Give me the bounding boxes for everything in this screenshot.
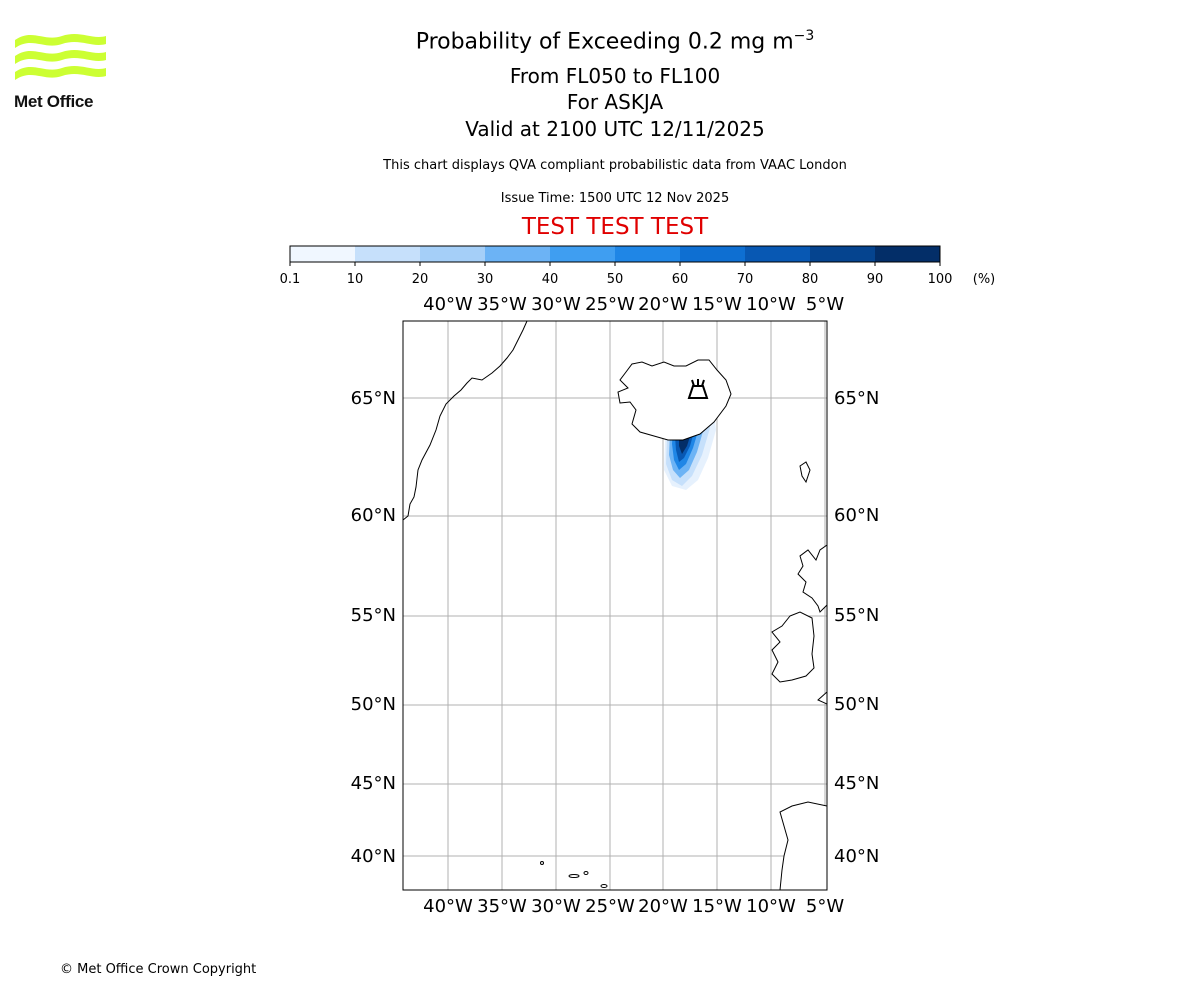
colorbar-swatch (810, 246, 876, 262)
colorbar-swatch (680, 246, 746, 262)
lat-label: 40°N (834, 846, 879, 867)
met-office-logo: Met Office (14, 30, 109, 114)
colorbar-tick-label: 20 (412, 272, 429, 287)
test-banner: TEST TEST TEST (521, 214, 709, 240)
cornwall-coastline (817, 691, 827, 705)
lat-label: 40°N (351, 846, 396, 867)
bottom-longitude-labels: 40°W 35°W 30°W 25°W 20°W 15°W 10°W 5°W (423, 896, 844, 917)
great-britain-coastline (797, 544, 827, 613)
met-office-logo-text: Met Office (14, 92, 94, 111)
colorbar-tick-label: 80 (802, 272, 819, 287)
lat-label: 55°N (834, 605, 879, 626)
level-range: From FL050 to FL100 (509, 64, 721, 88)
issue-time: Issue Time: 1500 UTC 12 Nov 2025 (500, 191, 730, 206)
volcano-name: For ASKJA (566, 90, 664, 114)
colorbar-tick-label: 60 (672, 272, 689, 287)
volcano-icon (687, 379, 709, 399)
iceland-coastline (617, 359, 732, 441)
colorbar: 0.1 10 20 30 40 50 60 70 80 90 100 (%) (280, 245, 996, 287)
lon-label: 20°W (638, 896, 688, 917)
lat-label: 60°N (351, 505, 396, 526)
valid-time: Valid at 2100 UTC 12/11/2025 (465, 117, 765, 141)
greenland-coastline (403, 321, 528, 521)
map-frame (402, 320, 828, 891)
colorbar-tick-label: 0.1 (280, 272, 301, 287)
met-office-waves-icon (15, 34, 106, 80)
lon-label: 40°W (423, 294, 473, 315)
colorbar-unit: (%) (973, 272, 996, 287)
lon-label: 25°W (585, 294, 635, 315)
colorbar-swatch (550, 246, 616, 262)
iberia-coastline (779, 801, 827, 890)
colorbar-swatch (615, 246, 681, 262)
lon-label: 30°W (531, 896, 581, 917)
lon-label: 25°W (585, 896, 635, 917)
left-latitude-labels: 65°N 60°N 55°N 50°N 45°N 40°N (351, 388, 396, 867)
colorbar-swatch (875, 246, 941, 262)
lon-label: 35°W (477, 294, 527, 315)
colorbar-tick-label: 40 (542, 272, 559, 287)
colorbar-swatch (485, 246, 551, 262)
lon-label: 10°W (746, 896, 796, 917)
colorbar-tick-label: 10 (347, 272, 364, 287)
chart-description: This chart displays QVA compliant probab… (383, 158, 847, 173)
colorbar-swatch (355, 246, 421, 262)
faroe-islands (799, 461, 811, 484)
lon-label: 40°W (423, 896, 473, 917)
lat-label: 45°N (351, 773, 396, 794)
colorbar-swatch (290, 246, 356, 262)
lon-label: 15°W (692, 294, 742, 315)
colorbar-tick-label: 90 (867, 272, 884, 287)
ireland-coastline (771, 611, 815, 683)
right-latitude-labels: 65°N 60°N 55°N 50°N 45°N 40°N (834, 388, 879, 867)
lat-label: 60°N (834, 505, 879, 526)
colorbar-tick-label: 30 (477, 272, 494, 287)
lon-label: 5°W (806, 896, 844, 917)
lat-label: 50°N (351, 694, 396, 715)
colorbar-tick-label: 70 (737, 272, 754, 287)
colorbar-tick-label: 50 (607, 272, 624, 287)
map-background (403, 321, 827, 890)
lat-label: 50°N (834, 694, 879, 715)
colorbar-swatch (420, 246, 486, 262)
lat-label: 45°N (834, 773, 879, 794)
azores-islands (540, 861, 608, 888)
top-longitude-labels: 40°W 35°W 30°W 25°W 20°W 15°W 10°W 5°W (423, 294, 844, 315)
lat-label: 65°N (834, 388, 879, 409)
lat-label: 65°N (351, 388, 396, 409)
lat-label: 55°N (351, 605, 396, 626)
colorbar-swatch (745, 246, 811, 262)
copyright-notice: © Met Office Crown Copyright (60, 962, 257, 977)
lon-label: 15°W (692, 896, 742, 917)
colorbar-tick-label: 100 (928, 272, 953, 287)
lon-label: 10°W (746, 294, 796, 315)
lon-label: 35°W (477, 896, 527, 917)
lon-label: 5°W (806, 294, 844, 315)
lon-label: 30°W (531, 294, 581, 315)
lon-label: 20°W (638, 294, 688, 315)
chart-title: Probability of Exceeding 0.2 mg m−3 (415, 28, 815, 55)
